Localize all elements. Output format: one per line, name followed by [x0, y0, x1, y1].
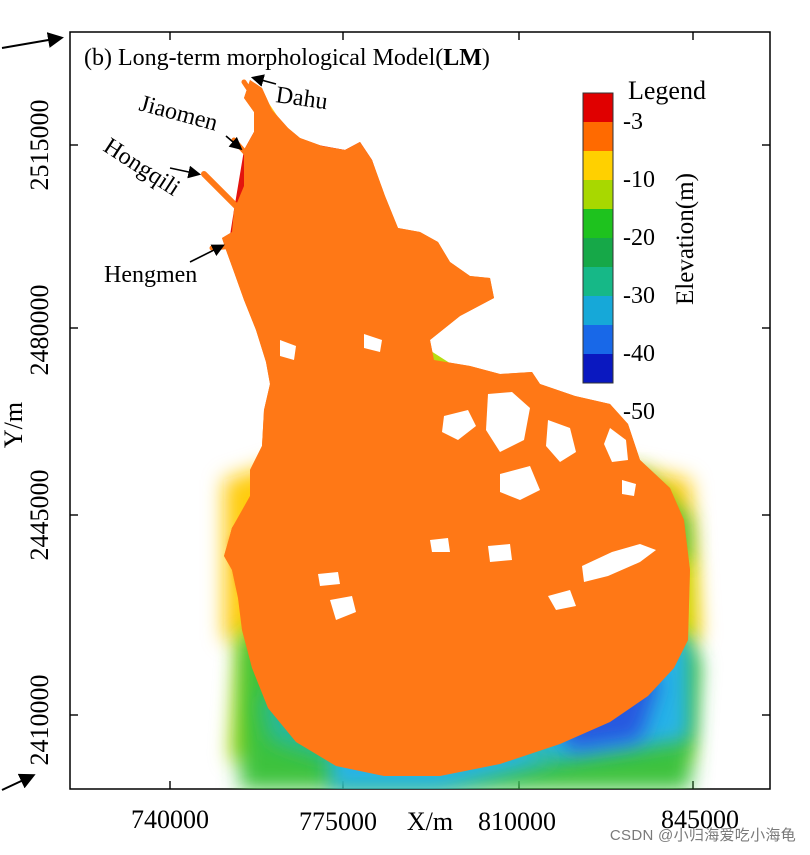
legend-color-swatch	[583, 238, 613, 268]
legend-color-swatch	[583, 354, 613, 384]
panel-title: (b) Long-term morphological Model(LM)	[84, 45, 490, 71]
label-hengmen: Hengmen	[104, 262, 197, 288]
legend-color-swatch	[583, 180, 613, 210]
legend-tick-label: -40	[623, 341, 655, 367]
islands	[280, 334, 656, 620]
frame-arrows	[1, 32, 64, 791]
y-tick-labels: 2515000 2480000 2445000 2410000	[25, 100, 54, 766]
legend-tick-label: -3	[623, 109, 643, 135]
y-tick-label: 2410000	[25, 675, 54, 766]
legend-color-swatch	[583, 325, 613, 355]
legend-colorbar	[582, 92, 614, 384]
legend-axis-label: Elevation(m)	[672, 173, 699, 305]
x-tick-labels: 740000 775000 810000 845000	[131, 805, 739, 836]
y-tick-label: 2445000	[25, 470, 54, 561]
watermark: CSDN @小归海爱吃小海龟	[609, 827, 796, 844]
x-tick-label: 810000	[478, 807, 556, 836]
x-tick-label: 845000	[661, 805, 739, 834]
x-tick-label: 740000	[131, 805, 209, 834]
y-axis-label: Y/m	[0, 402, 28, 448]
legend-color-swatch	[583, 122, 613, 152]
y-tick-label: 2515000	[25, 100, 54, 191]
legend-tick-label: -20	[623, 225, 655, 251]
x-tick-label: 775000	[299, 807, 377, 836]
legend-color-swatch	[583, 151, 613, 181]
elevation-legend: Legend -3 -10 -20 -30 -40 -50 Elevation(m)	[582, 76, 706, 425]
legend-tick-label: -10	[623, 167, 655, 193]
legend-color-swatch	[583, 267, 613, 297]
elevation-map	[201, 79, 700, 789]
legend-tick-labels: -3 -10 -20 -30 -40 -50	[623, 109, 655, 425]
legend-tick-label: -30	[623, 283, 655, 309]
legend-color-swatch	[583, 296, 613, 326]
legend-color-swatch	[583, 209, 613, 239]
legend-colorbar-frame	[582, 92, 614, 384]
legend-color-swatch	[583, 93, 613, 123]
y-tick-label: 2480000	[25, 285, 54, 376]
legend-title: Legend	[628, 76, 706, 105]
x-axis-label: X/m	[407, 807, 453, 836]
legend-tick-label: -50	[623, 399, 655, 425]
